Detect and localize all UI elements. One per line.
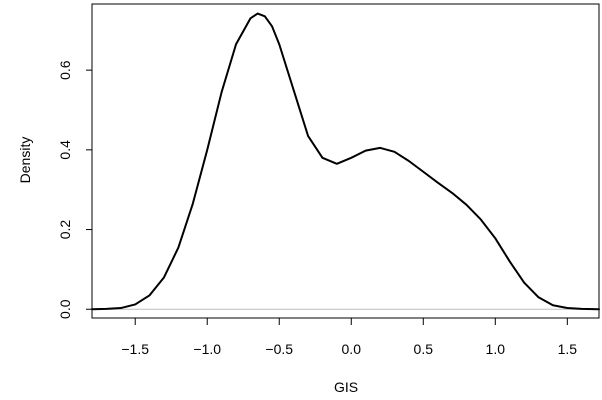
y-axis: 0.0 0.2 0.4 0.6: [57, 60, 93, 319]
x-tick-label: −1.5: [121, 341, 149, 357]
y-tick-label: 0.6: [57, 60, 73, 80]
x-tick-label: 0.5: [414, 341, 434, 357]
x-tick-label: −0.5: [265, 341, 293, 357]
y-axis-title: Density: [17, 137, 33, 184]
y-ticks: 0.0 0.2 0.4 0.6: [57, 60, 92, 319]
density-curve: [91, 12, 600, 311]
x-axis: −1.5 −1.0 −0.5 0.0 0.5 1.0 1.5: [121, 317, 577, 357]
x-ticks: −1.5 −1.0 −0.5 0.0 0.5 1.0 1.5: [121, 318, 577, 357]
y-tick-label: 0.0: [57, 299, 73, 319]
x-axis-title: GIS: [334, 379, 358, 395]
x-tick-label: −1.0: [193, 341, 221, 357]
x-tick-label: 1.5: [558, 341, 578, 357]
y-tick-label: 0.4: [57, 140, 73, 160]
x-tick-label: 1.0: [486, 341, 506, 357]
x-tick-label: 0.0: [342, 341, 362, 357]
y-tick-label: 0.2: [57, 220, 73, 240]
